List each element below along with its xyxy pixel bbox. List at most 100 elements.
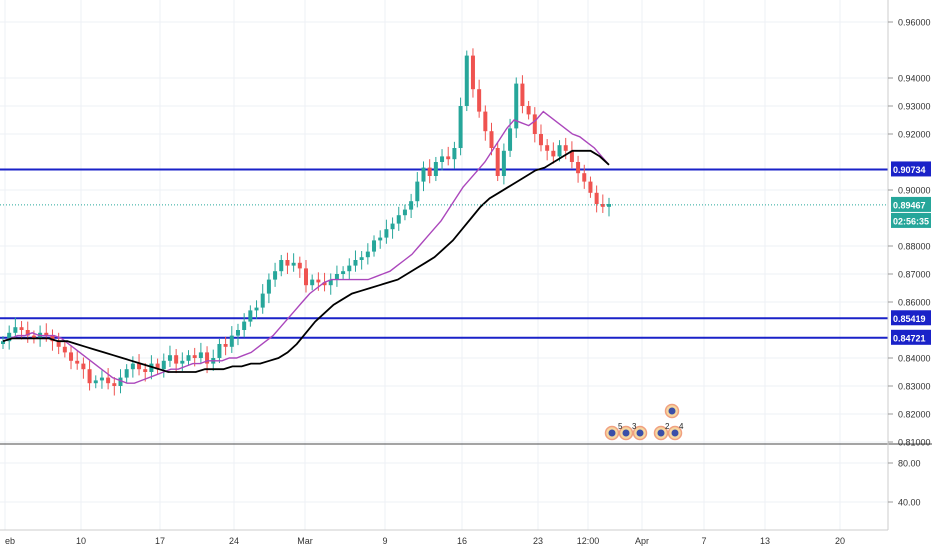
candle-body: [390, 223, 395, 230]
candle-body: [130, 363, 135, 370]
candle-body: [19, 327, 24, 330]
candle-body: [186, 355, 191, 361]
candle-body: [93, 380, 98, 384]
candle-body: [501, 150, 506, 176]
candle-body: [304, 268, 308, 286]
candle-body: [285, 260, 290, 266]
candle-body: [174, 355, 179, 364]
candle-body: [266, 279, 271, 294]
countdown-label: 02:56:35: [893, 216, 929, 226]
candle-body: [273, 271, 278, 280]
candle-body: [582, 173, 587, 182]
candle-body: [440, 156, 445, 162]
candle-body: [477, 89, 482, 112]
level-price-tag: [891, 161, 931, 177]
last-price-label: 0.89467: [893, 200, 926, 210]
candle-body: [297, 262, 302, 269]
price-tick-label: 0.92000: [898, 130, 931, 140]
last-price-line: 0.89467 02:56:35: [0, 196, 931, 228]
candle-body: [322, 282, 327, 286]
candle-body: [372, 240, 377, 252]
candle-body: [31, 335, 36, 339]
chart-gridlines: [0, 0, 888, 530]
candle-body: [223, 344, 228, 347]
level-price-tag: [891, 310, 931, 326]
candle-body: [161, 360, 166, 370]
candle-body: [62, 346, 67, 353]
candle-body: [217, 344, 222, 358]
event-marker-dot: [622, 429, 630, 437]
event-marker-count: 5: [618, 422, 623, 431]
indicator-tick-label: 80.00: [898, 459, 921, 469]
candle-body: [495, 148, 500, 176]
candle-body: [526, 106, 531, 115]
last-price-tag: [891, 196, 931, 212]
candle-body: [198, 352, 203, 358]
candle-body: [551, 150, 556, 157]
candle-body: [569, 150, 574, 162]
candle-body: [56, 341, 61, 347]
candle-body: [384, 229, 389, 238]
time-tick-label: Apr: [635, 536, 649, 546]
candle-body: [235, 330, 240, 336]
candle-body: [44, 332, 49, 336]
time-tick-label: 20: [835, 536, 845, 546]
candle-body: [402, 209, 407, 216]
candle-body: [421, 167, 426, 182]
candle-body: [588, 181, 593, 193]
time-tick-label: 10: [76, 536, 86, 546]
time-tick-label: 23: [533, 536, 543, 546]
candle-body: [205, 352, 210, 364]
candle-body: [310, 279, 315, 286]
candle-body: [563, 145, 568, 151]
candle-body: [347, 265, 352, 272]
candle-body: [248, 310, 253, 322]
candle-body: [81, 363, 86, 370]
level-price-label: 0.85419: [893, 314, 926, 324]
horizontal-levels: 0.90734 0.85419 0.84721: [0, 161, 931, 345]
candle-body: [538, 134, 543, 146]
candle-body: [396, 215, 401, 224]
level-price-label: 0.90734: [893, 165, 926, 175]
level-price-label: 0.84721: [893, 333, 926, 343]
candle-body: [557, 145, 562, 157]
candle-body: [433, 162, 438, 176]
price-axis[interactable]: 0.96000 0.94000 0.93000 0.92000 0.90000 0.880…: [887, 0, 931, 530]
candle-body: [155, 363, 160, 370]
candle-body: [470, 55, 475, 90]
candle-body: [365, 251, 370, 258]
time-tick-label: 17: [155, 536, 165, 546]
candle-body: [242, 321, 247, 330]
candle-body: [378, 237, 383, 241]
candle-body: [415, 181, 420, 202]
candle-body: [143, 369, 148, 372]
countdown-tag: [891, 212, 931, 228]
event-marker-dot: [668, 407, 676, 415]
candle-body: [87, 369, 92, 384]
candle-body: [464, 55, 469, 106]
candle-body: [291, 262, 296, 266]
time-tick-label: 16: [457, 536, 467, 546]
price-tick-label: 0.96000: [898, 18, 931, 28]
moving-averages: [2, 110, 610, 384]
event-marker-dot: [636, 429, 644, 437]
candle-body: [229, 335, 234, 347]
ma-slow-line: [2, 149, 610, 373]
time-tick-label: 9: [382, 536, 387, 546]
time-tick-label: 12:00: [577, 536, 600, 546]
candle-body: [483, 111, 488, 132]
price-tick-label: 0.87000: [898, 270, 931, 280]
price-tick-label: 0.86000: [898, 298, 931, 308]
candle-body: [254, 307, 259, 311]
candle-body: [427, 167, 432, 176]
event-marker-dot: [608, 429, 616, 437]
candle-body: [508, 128, 513, 151]
time-tick-label: 7: [701, 536, 706, 546]
time-axis[interactable]: eb 10 17 24 Mar 9 16 23 12:00 Apr 7 13 20: [0, 529, 888, 546]
candle-body: [545, 145, 550, 151]
candle-body: [359, 257, 364, 260]
price-tick-label: 0.88000: [898, 242, 931, 252]
